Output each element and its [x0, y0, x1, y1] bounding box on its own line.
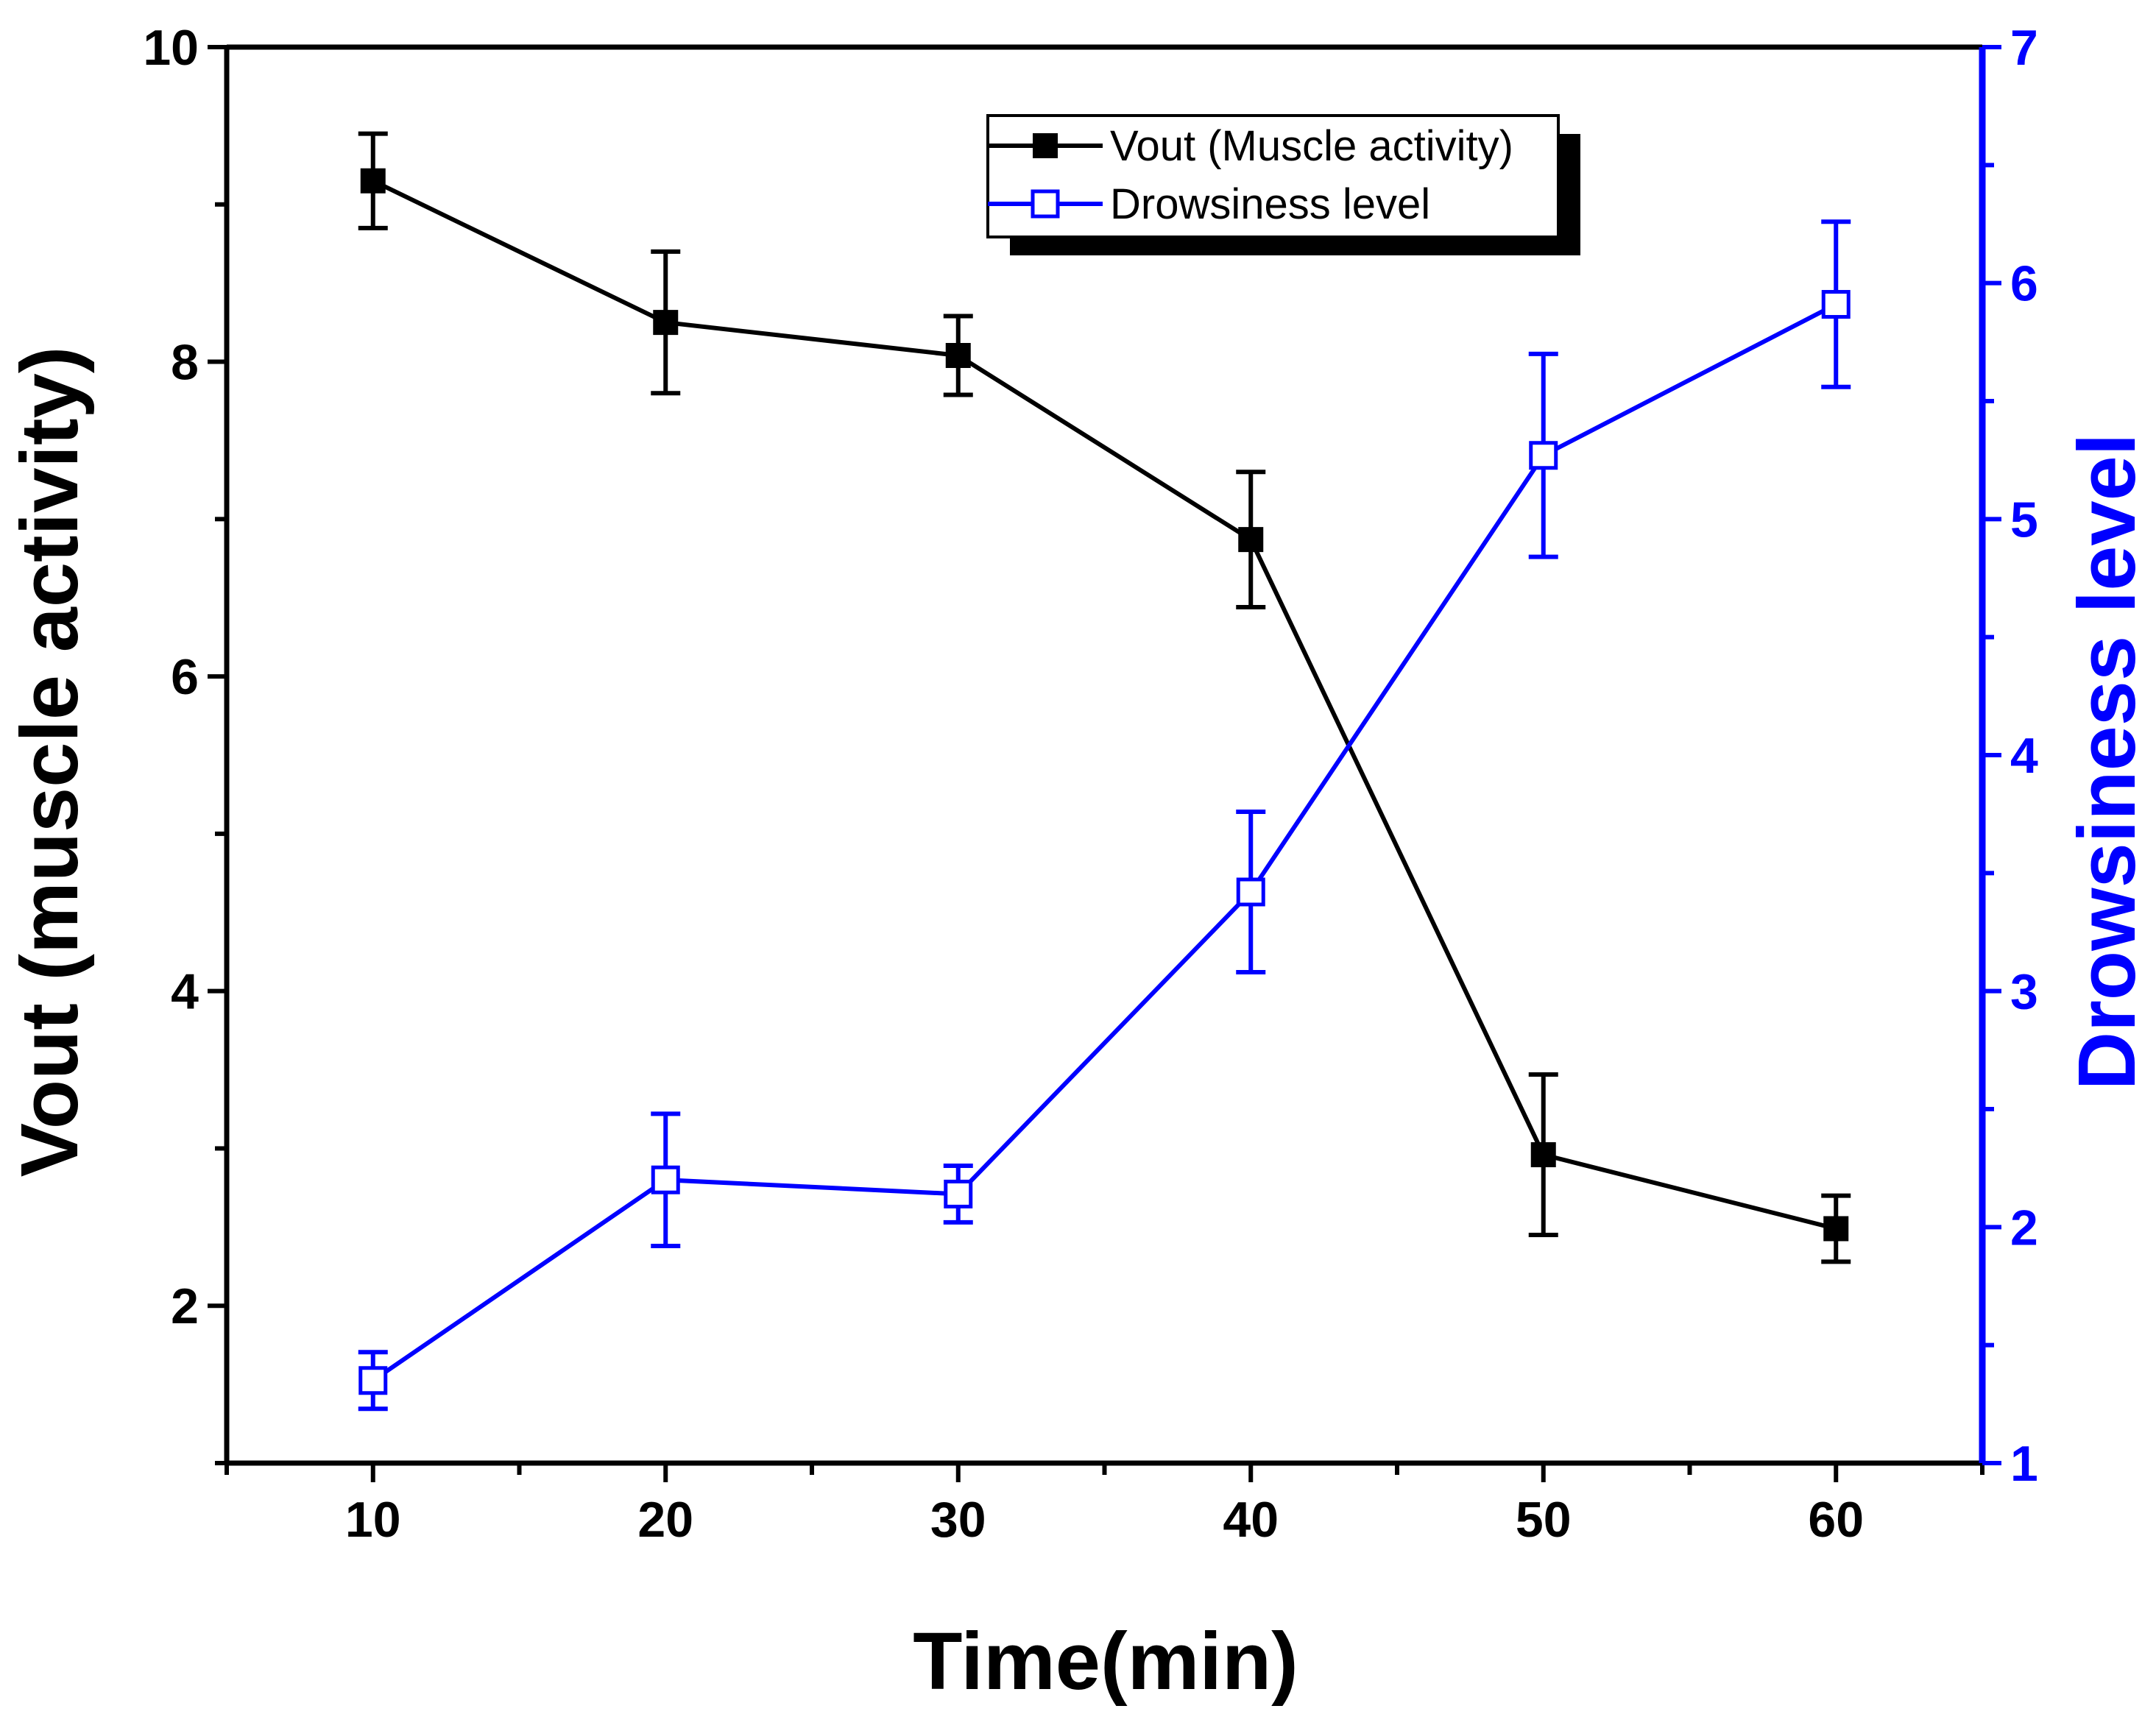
y-axis-title: Vout (muscle activity): [4, 347, 95, 1178]
data-point: [651, 1165, 680, 1194]
data-point: [1529, 441, 1558, 470]
legend-label-drowsiness: Drowsiness level: [1110, 180, 1430, 228]
legend-box: [986, 114, 1560, 238]
y-right-tick-label: 3: [2010, 964, 2038, 1020]
x-tick-label: 30: [930, 1492, 986, 1548]
x-tick-label: 10: [345, 1492, 401, 1548]
y-tick-label: 6: [171, 649, 199, 705]
x-tick-label: 60: [1808, 1492, 1864, 1548]
y-tick-label: 2: [171, 1278, 199, 1334]
y-right-axis-title: Drowsiness level: [2062, 433, 2152, 1091]
series-layer: [358, 131, 1851, 1412]
series-line-0: [372, 179, 1837, 1231]
legend-label-vout: Vout (Muscle activity): [1110, 122, 1513, 170]
y-tick-label: 8: [171, 335, 199, 391]
x-axis-title: Time(min): [913, 1616, 1298, 1707]
y-right-tick-label: 2: [2010, 1200, 2038, 1256]
y-right-tick-label: 6: [2010, 256, 2038, 312]
legend-marker-drowsiness: [1031, 189, 1060, 219]
data-point: [360, 168, 386, 194]
data-point: [1823, 1216, 1849, 1242]
data-point: [944, 1179, 973, 1208]
y-right-tick-label: 5: [2010, 492, 2038, 548]
data-point: [1821, 290, 1851, 319]
legend: Vout (Muscle activity) Drowsiness level: [986, 114, 1580, 255]
data-point: [1238, 527, 1264, 553]
y-right-tick-label: 4: [2010, 728, 2038, 784]
x-tick-label: 20: [637, 1492, 693, 1548]
y-tick-label: 10: [143, 20, 199, 76]
data-point: [1236, 877, 1265, 907]
series-line-1: [372, 302, 1837, 1383]
y-tick-label: 4: [171, 964, 199, 1020]
data-point: [1530, 1141, 1556, 1167]
data-point: [358, 1366, 388, 1395]
plot-frame: [224, 44, 1986, 1466]
y-right-tick-label: 1: [2010, 1436, 2038, 1492]
x-tick-label: 40: [1223, 1492, 1279, 1548]
axis-labels: Time(min) Vout (muscle activity) Drowsin…: [4, 347, 2152, 1707]
x-tick-label: 50: [1516, 1492, 1572, 1548]
data-point: [945, 343, 971, 369]
legend-marker-vout: [1033, 133, 1058, 158]
data-point: [653, 310, 679, 336]
y-right-tick-label: 7: [2010, 20, 2038, 76]
